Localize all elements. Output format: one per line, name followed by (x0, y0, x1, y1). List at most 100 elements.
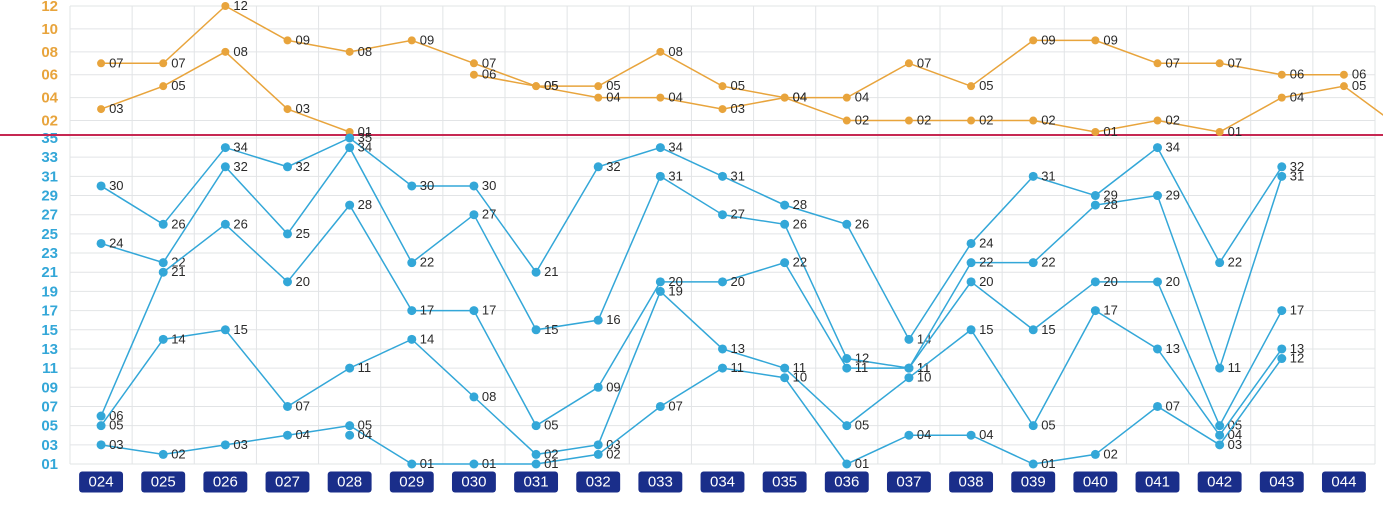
svg-text:07: 07 (668, 398, 682, 413)
svg-text:28: 28 (793, 197, 807, 212)
svg-text:24: 24 (979, 235, 993, 250)
svg-text:31: 31 (668, 168, 682, 183)
svg-text:28: 28 (1103, 197, 1117, 212)
svg-text:03: 03 (109, 101, 123, 116)
svg-text:02: 02 (41, 113, 58, 130)
svg-text:15: 15 (1041, 322, 1055, 337)
svg-text:01: 01 (1103, 124, 1117, 139)
svg-text:09: 09 (1103, 32, 1117, 47)
svg-text:024: 024 (89, 473, 114, 490)
svg-text:05: 05 (544, 418, 558, 433)
svg-text:02: 02 (1166, 113, 1180, 128)
svg-text:01: 01 (544, 456, 558, 471)
svg-text:026: 026 (213, 473, 238, 490)
svg-text:11: 11 (42, 360, 58, 377)
svg-text:15: 15 (544, 322, 558, 337)
svg-text:31: 31 (1041, 168, 1055, 183)
svg-text:25: 25 (296, 226, 310, 241)
svg-text:12: 12 (1290, 351, 1304, 366)
svg-text:040: 040 (1083, 473, 1108, 490)
svg-text:11: 11 (731, 360, 745, 375)
svg-text:32: 32 (296, 159, 310, 174)
svg-text:04: 04 (979, 427, 993, 442)
y-axis-labels: 1210080604023533312927252321191715131109… (41, 0, 58, 473)
svg-text:02: 02 (171, 446, 185, 461)
svg-text:26: 26 (793, 216, 807, 231)
svg-text:20: 20 (1103, 274, 1117, 289)
svg-text:07: 07 (109, 55, 123, 70)
svg-text:08: 08 (233, 44, 247, 59)
svg-text:01: 01 (41, 456, 58, 473)
svg-text:01: 01 (420, 456, 434, 471)
svg-text:07: 07 (1166, 398, 1180, 413)
svg-text:09: 09 (296, 32, 310, 47)
svg-text:04: 04 (668, 90, 682, 105)
svg-text:10: 10 (41, 21, 58, 38)
svg-text:22: 22 (1041, 255, 1055, 270)
svg-text:24: 24 (109, 235, 123, 250)
svg-text:06: 06 (41, 67, 58, 84)
svg-text:037: 037 (896, 473, 921, 490)
svg-text:13: 13 (731, 341, 745, 356)
svg-text:10: 10 (917, 370, 931, 385)
svg-text:032: 032 (586, 473, 611, 490)
svg-text:20: 20 (731, 274, 745, 289)
svg-text:29: 29 (41, 188, 58, 205)
svg-text:28: 28 (358, 197, 372, 212)
svg-text:02: 02 (606, 446, 620, 461)
svg-text:07: 07 (917, 55, 931, 70)
svg-text:04: 04 (358, 427, 372, 442)
svg-text:03: 03 (731, 101, 745, 116)
svg-text:11: 11 (358, 360, 372, 375)
svg-text:02: 02 (979, 113, 993, 128)
svg-text:26: 26 (233, 216, 247, 231)
svg-text:32: 32 (606, 159, 620, 174)
svg-text:13: 13 (1166, 341, 1180, 356)
svg-text:034: 034 (710, 473, 735, 490)
svg-text:20: 20 (1166, 274, 1180, 289)
svg-text:13: 13 (41, 341, 58, 358)
svg-text:16: 16 (606, 312, 620, 327)
svg-text:05: 05 (1352, 78, 1366, 93)
svg-text:042: 042 (1207, 473, 1232, 490)
svg-text:25: 25 (41, 226, 58, 243)
svg-text:08: 08 (482, 389, 496, 404)
svg-text:30: 30 (420, 178, 434, 193)
svg-text:09: 09 (606, 379, 620, 394)
svg-text:06: 06 (482, 67, 496, 82)
svg-text:03: 03 (233, 437, 247, 452)
svg-text:03: 03 (296, 101, 310, 116)
svg-text:027: 027 (275, 473, 300, 490)
svg-text:15: 15 (979, 322, 993, 337)
svg-text:04: 04 (41, 90, 58, 107)
svg-text:05: 05 (544, 78, 558, 93)
svg-text:08: 08 (358, 44, 372, 59)
svg-text:30: 30 (482, 178, 496, 193)
svg-text:02: 02 (1103, 446, 1117, 461)
svg-text:17: 17 (41, 303, 58, 320)
svg-text:038: 038 (959, 473, 984, 490)
svg-text:27: 27 (482, 207, 496, 222)
svg-text:20: 20 (979, 274, 993, 289)
svg-text:19: 19 (41, 283, 58, 300)
svg-text:22: 22 (420, 255, 434, 270)
svg-text:02: 02 (917, 113, 931, 128)
svg-text:04: 04 (606, 90, 620, 105)
svg-text:10: 10 (793, 370, 807, 385)
svg-text:34: 34 (358, 140, 372, 155)
svg-text:039: 039 (1021, 473, 1046, 490)
svg-text:22: 22 (793, 255, 807, 270)
svg-text:035: 035 (772, 473, 797, 490)
svg-text:20: 20 (296, 274, 310, 289)
svg-text:03: 03 (1228, 437, 1242, 452)
svg-text:01: 01 (1041, 456, 1055, 471)
bottom-panel-series: 3026343235303021323431282614243129342232… (97, 130, 1305, 471)
x-axis-labels: 0240250260270280290300310320330340350360… (79, 472, 1366, 493)
svg-text:12: 12 (41, 0, 58, 15)
svg-text:35: 35 (41, 130, 58, 147)
svg-text:036: 036 (834, 473, 859, 490)
svg-text:15: 15 (41, 322, 58, 339)
svg-text:17: 17 (420, 303, 434, 318)
svg-text:04: 04 (855, 90, 869, 105)
top-panel-series: 0707120908090705050805040407050909070706… (97, 0, 1383, 139)
